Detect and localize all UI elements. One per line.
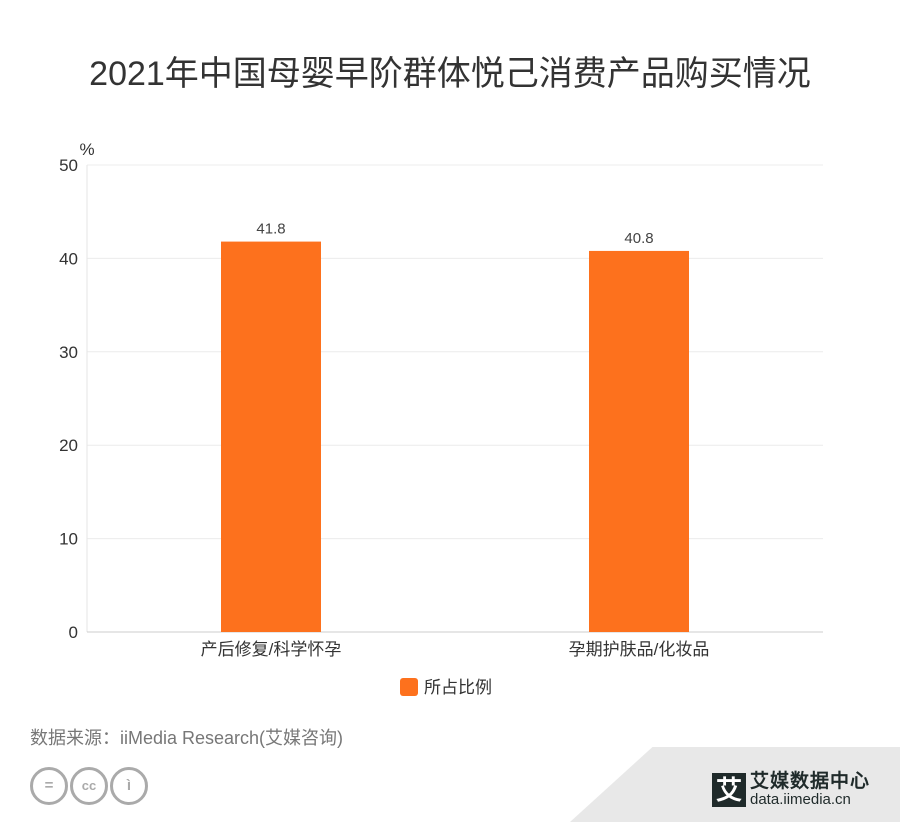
y-axis-unit: %: [79, 140, 94, 159]
y-tick-label: 0: [69, 623, 78, 642]
x-tick-label: 产后修复/科学怀孕: [201, 640, 342, 659]
bar: [589, 250, 689, 633]
bar-chart: 0 10 20 30 40 50% 41.8 产后修复/科学怀孕 40.8 孕期护肤品/化妆品所占…: [59, 140, 823, 697]
y-tick-label: 50: [59, 156, 78, 175]
logo-mark-icon: 艾: [712, 773, 746, 807]
cc-nd-icon: =: [30, 767, 68, 805]
logo-name: 艾媒数据中心: [750, 771, 871, 792]
x-tick-label: 孕期护肤品/化妆品: [569, 640, 710, 659]
legend-swatch: [400, 678, 418, 696]
data-label: 40.8: [624, 230, 653, 247]
data-label: 41.8: [256, 221, 285, 238]
y-tick-label: 30: [59, 343, 78, 362]
data-source: 数据来源：iiMedia Research(艾媒咨询): [30, 728, 344, 748]
legend-label: 所占比例: [424, 678, 492, 697]
y-tick-label: 20: [59, 436, 78, 455]
cc-icon: cc: [70, 767, 108, 805]
chart-title: 2021年中国母婴早阶群体悦己消费产品购买情况: [89, 55, 811, 93]
logo-url: data.iimedia.cn: [750, 791, 851, 808]
bar: [221, 241, 321, 632]
cc-by-icon: ì: [110, 767, 148, 805]
iimedia-logo: 艾 艾媒数据中心 data.iimedia.cn: [712, 772, 870, 808]
y-tick-label: 40: [59, 249, 78, 268]
y-tick-label: 10: [59, 530, 78, 549]
